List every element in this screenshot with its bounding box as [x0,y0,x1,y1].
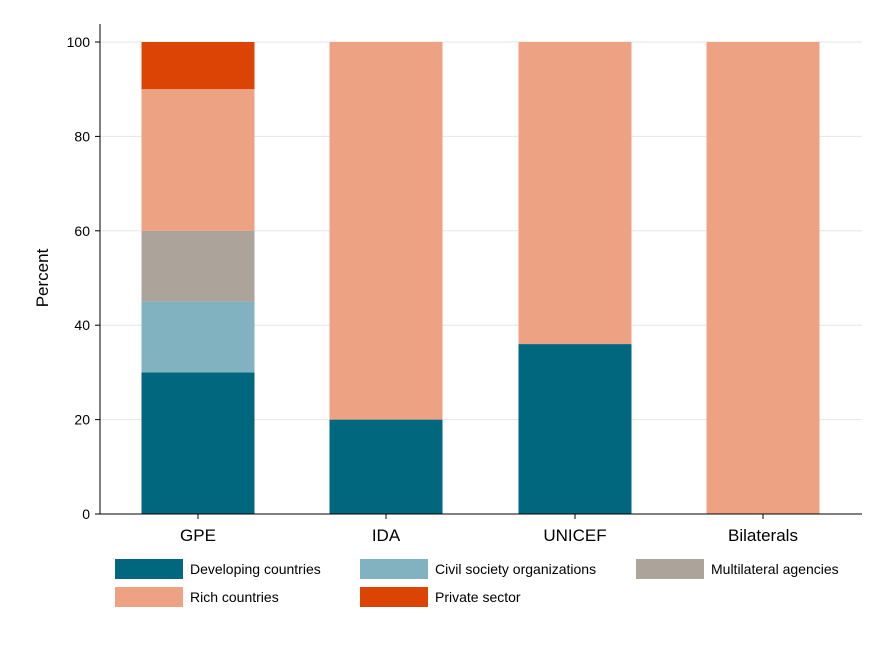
x-tick-label-gpe: GPE [180,526,216,545]
legend-label-private-sector: Private sector [435,589,521,605]
bar-gpe-private-sector [141,42,255,90]
bar-ida-rich-countries [329,42,443,420]
x-tick-label-bilaterals: Bilaterals [728,526,798,545]
bar-bilaterals-rich-countries [706,42,820,514]
y-tick-label-40: 40 [74,317,90,333]
bar-gpe-multilateral-agencies [141,230,255,302]
legend-swatch-rich-countries [115,587,183,607]
bar-gpe-rich-countries [141,89,255,231]
y-tick-label-60: 60 [74,223,90,239]
x-tick-label-ida: IDA [372,526,401,545]
bars [141,42,820,514]
bar-gpe-developing-countries [141,372,255,514]
bar-unicef-developing-countries [518,344,632,514]
legend-swatch-private-sector [360,587,428,607]
legend-swatch-civil-society-organizations [360,559,428,579]
y-tick-label-100: 100 [67,34,91,50]
legend: Developing countries Civil society organi… [115,559,839,607]
y-tick-label-80: 80 [74,128,90,144]
legend-swatch-multilateral-agencies [636,559,704,579]
bar-unicef-rich-countries [518,42,632,345]
x-tick-label-unicef: UNICEF [543,526,606,545]
bar-ida-developing-countries [329,419,443,514]
legend-label-civil-society-organizations: Civil society organizations [435,561,596,577]
legend-label-developing-countries: Developing countries [190,561,321,577]
axes: 0 20 40 60 80 100 GPE IDA UNICEF Bilaterals Percen… [33,24,862,545]
y-tick-label-20: 20 [74,412,90,428]
legend-label-multilateral-agencies: Multilateral agencies [711,561,839,577]
y-axis-title: Percent [33,248,52,307]
bar-gpe-civil-society-organizations [141,301,255,373]
legend-label-rich-countries: Rich countries [190,589,279,605]
y-tick-label-0: 0 [82,506,90,522]
legend-swatch-developing-countries [115,559,183,579]
